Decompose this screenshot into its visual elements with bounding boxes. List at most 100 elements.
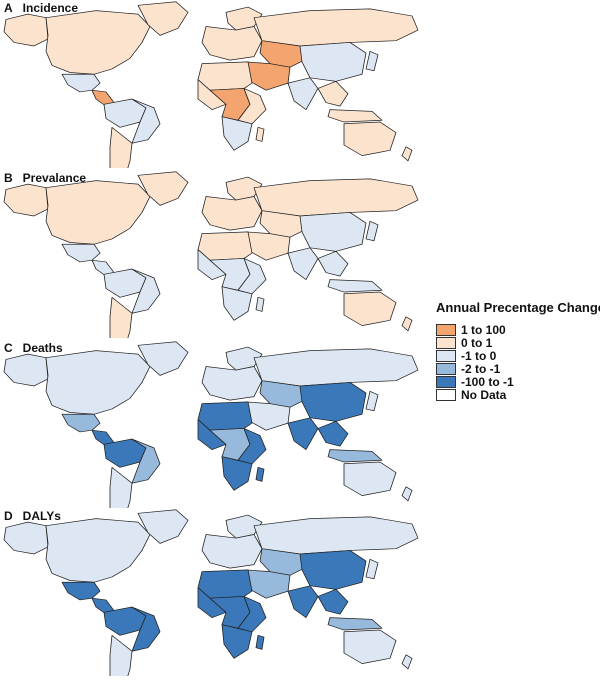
panel-label: C Deaths	[4, 341, 63, 355]
region-australia	[343, 629, 397, 664]
region-north-africa	[197, 61, 253, 91]
region-mexico	[61, 73, 101, 93]
region-north-america	[45, 10, 151, 75]
region-southeast-asia	[317, 250, 349, 277]
region-mexico	[61, 581, 101, 601]
region-southern-africa	[221, 456, 253, 491]
legend-item: No Data	[436, 388, 600, 402]
panel-label: A Incidence	[4, 1, 78, 15]
legend-item: -1 to 0	[436, 348, 600, 363]
legend-swatch	[436, 336, 456, 349]
legend-item: 0 to 1	[436, 336, 600, 350]
legend-items: 1 to 100 0 to 1 -1 to 0 -2 to -1 -100 to -1 N…	[436, 322, 600, 402]
region-indonesia	[327, 617, 383, 631]
region-australia	[343, 461, 397, 496]
region-india	[287, 585, 319, 618]
panel-letter: D	[4, 509, 13, 523]
region-middle-east	[245, 569, 291, 599]
region-mexico	[61, 413, 101, 433]
region-south-america-east	[131, 606, 161, 652]
region-japan	[365, 50, 379, 72]
region-middle-east	[245, 231, 291, 261]
legend-label: 1 to 100	[461, 322, 506, 337]
region-south-america-east	[131, 98, 161, 144]
panel-letter: B	[4, 171, 13, 185]
region-south-america-east	[131, 438, 161, 484]
region-australia	[343, 291, 397, 326]
region-india	[287, 77, 319, 110]
region-west-africa	[197, 79, 227, 110]
panel-letter: A	[4, 1, 13, 15]
region-india	[287, 417, 319, 450]
region-middle-east	[245, 401, 291, 431]
legend-swatch	[436, 388, 456, 401]
world-map	[3, 1, 419, 168]
region-indonesia	[327, 109, 383, 123]
region-south-america-south	[109, 466, 133, 508]
region-new-zealand	[401, 146, 413, 162]
region-europe	[201, 26, 263, 61]
panel-label: B Prevalance	[4, 171, 86, 185]
region-europe	[201, 366, 263, 401]
panel-prevalance: B Prevalance	[0, 170, 430, 338]
region-north-america	[45, 518, 151, 583]
region-alaska	[3, 183, 49, 217]
region-madagascar	[255, 466, 265, 482]
legend-item: 1 to 100	[436, 322, 600, 337]
panel-title: Incidence	[22, 1, 79, 15]
legend-swatch	[436, 375, 456, 388]
legend-label: -1 to 0	[461, 348, 497, 363]
panel-incidence: A Incidence	[0, 0, 430, 168]
panel-dalys: D DALYs	[0, 508, 430, 676]
region-west-africa	[197, 249, 227, 280]
region-japan	[365, 390, 379, 412]
panel-letter: C	[4, 341, 13, 355]
region-new-zealand	[401, 316, 413, 332]
legend-item: -100 to -1	[436, 375, 600, 389]
world-map	[3, 341, 419, 508]
region-greenland	[137, 341, 189, 376]
legend-swatch	[436, 349, 456, 362]
region-russia	[253, 348, 419, 387]
region-southern-africa	[221, 286, 253, 321]
region-south-america-east	[131, 268, 161, 314]
world-map	[3, 509, 419, 676]
region-new-zealand	[401, 654, 413, 670]
legend-item: -2 to -1	[436, 361, 600, 376]
legend-label: -2 to -1	[461, 361, 501, 376]
region-greenland	[137, 509, 189, 544]
legend-swatch	[436, 323, 456, 336]
region-china	[299, 212, 367, 252]
region-australia	[343, 121, 397, 156]
region-mexico	[61, 243, 101, 263]
region-southeast-asia	[317, 80, 349, 107]
region-north-africa	[197, 401, 253, 431]
region-alaska	[3, 521, 49, 555]
region-alaska	[3, 13, 49, 47]
world-map	[3, 171, 419, 338]
legend: Annual Precentage Change 1 to 100 0 to 1-…	[436, 300, 600, 402]
region-madagascar	[255, 296, 265, 312]
region-europe	[201, 534, 263, 569]
panel-label: D DALYs	[4, 509, 61, 523]
region-north-america	[45, 180, 151, 245]
legend-title: Annual Precentage Change	[436, 300, 600, 315]
region-madagascar	[255, 126, 265, 142]
region-china	[299, 550, 367, 590]
region-alaska	[3, 353, 49, 387]
region-greenland	[137, 1, 189, 36]
region-europe	[201, 196, 263, 231]
region-indonesia	[327, 279, 383, 293]
region-middle-east	[245, 61, 291, 91]
region-russia	[253, 516, 419, 555]
region-russia	[253, 8, 419, 47]
region-japan	[365, 558, 379, 580]
region-south-america-south	[109, 296, 133, 338]
region-russia	[253, 178, 419, 217]
region-southern-africa	[221, 116, 253, 151]
region-indonesia	[327, 449, 383, 463]
region-southern-africa	[221, 624, 253, 659]
region-south-america-south	[109, 634, 133, 676]
region-india	[287, 247, 319, 280]
region-japan	[365, 220, 379, 242]
